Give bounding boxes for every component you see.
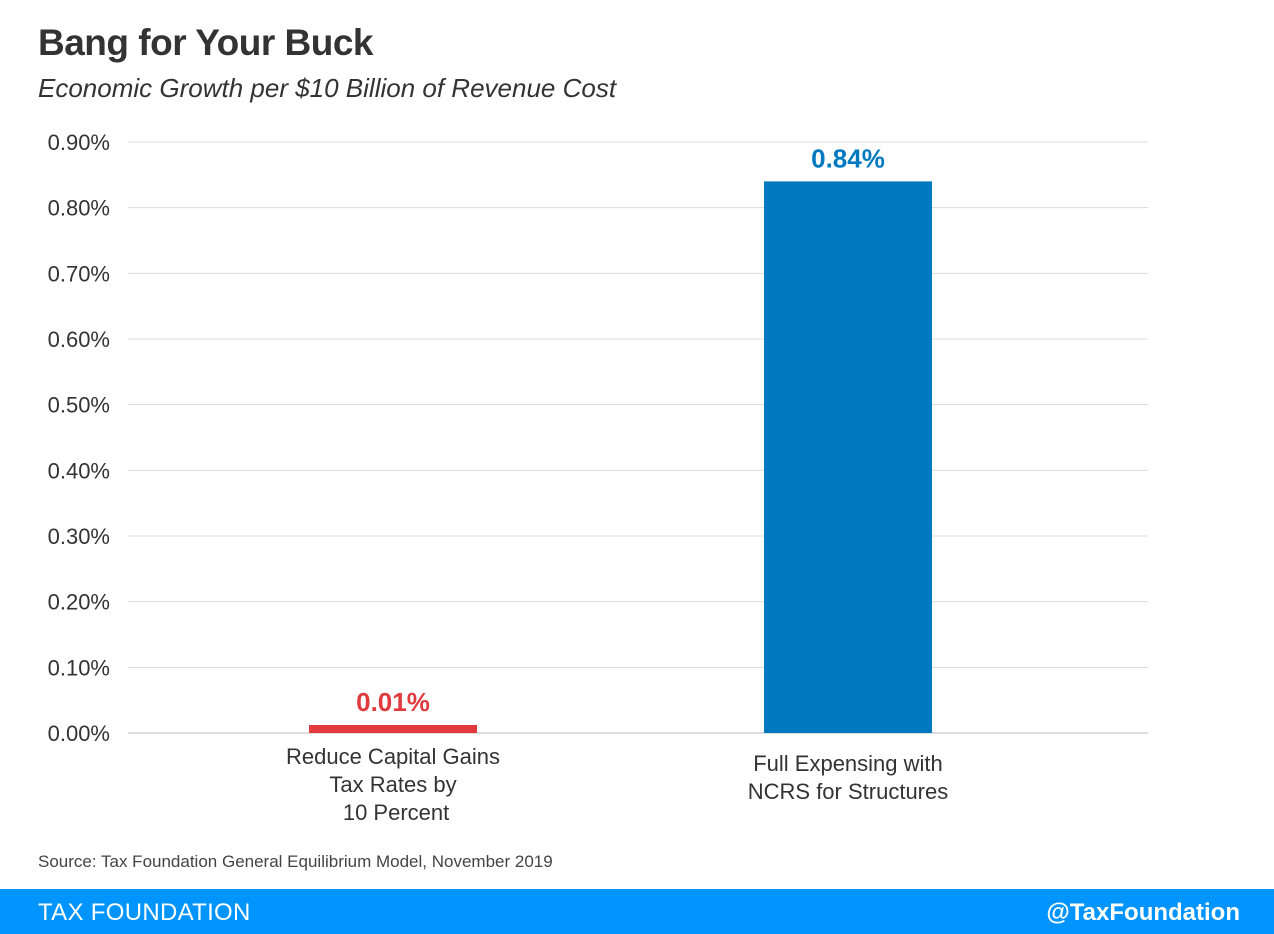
y-tick-label: 0.60%	[48, 327, 110, 352]
source-note: Source: Tax Foundation General Equilibri…	[38, 852, 553, 871]
bar	[309, 725, 477, 733]
x-tick-label-line: Reduce Capital Gains	[286, 744, 500, 769]
x-tick-label-line: Tax Rates by	[329, 772, 456, 797]
y-tick-label: 0.80%	[48, 196, 110, 221]
y-tick-label: 0.30%	[48, 524, 110, 549]
x-tick-label-line: NCRS for Structures	[748, 779, 949, 804]
bar	[764, 181, 932, 733]
twitter-handle[interactable]: @TaxFoundation	[1046, 899, 1240, 926]
footer-bar: TAX FOUNDATION @TaxFoundation	[0, 889, 1274, 934]
y-tick-label: 0.70%	[48, 261, 110, 286]
y-tick-label: 0.10%	[48, 655, 110, 680]
chart-subtitle: Economic Growth per $10 Billion of Reven…	[38, 73, 617, 103]
brand-name: TAX FOUNDATION	[38, 899, 251, 926]
data-label: 0.84%	[811, 143, 885, 173]
y-tick-label: 0.20%	[48, 590, 110, 615]
bar-chart: 0.00% 0.10% 0.20% 0.30% 0.40% 0.50% 0.60% 0.70%…	[48, 130, 1148, 825]
x-tick-label-line: Full Expensing with	[753, 751, 943, 776]
y-tick-label: 0.00%	[48, 721, 110, 746]
y-tick-label: 0.40%	[48, 458, 110, 483]
x-tick-label-line: 10 Percent	[337, 800, 450, 825]
y-tick-label: 0.50%	[48, 393, 110, 418]
x-tick-label: Reduce Capital Gains Tax Rates by 10 Perc…	[286, 744, 500, 825]
y-tick-label: 0.90%	[48, 130, 110, 155]
data-label: 0.01%	[356, 687, 430, 717]
x-tick-label: Full Expensing with NCRS for Structures	[748, 751, 949, 804]
chart-title: Bang for Your Buck	[38, 22, 374, 63]
